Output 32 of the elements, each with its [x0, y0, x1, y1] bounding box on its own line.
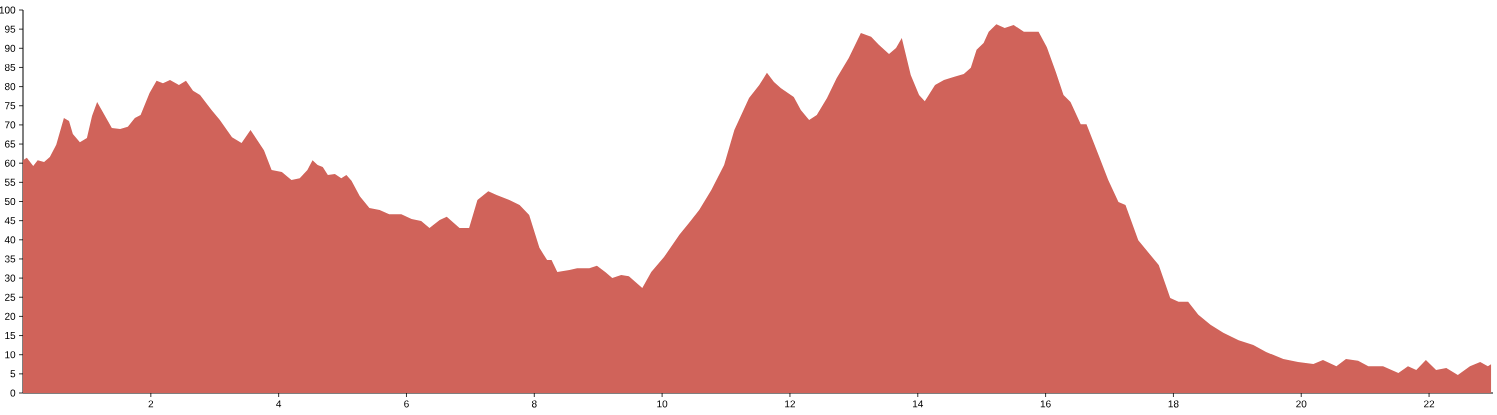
y-tick-label: 30	[4, 274, 16, 282]
y-tick-label: 35	[4, 255, 16, 263]
x-tick-label: 16	[1040, 400, 1051, 408]
x-tick-label: 6	[404, 400, 409, 408]
y-tick-label: 55	[4, 178, 16, 186]
y-tick-label: 85	[4, 63, 16, 71]
y-tick-label: 40	[4, 236, 16, 244]
y-tick-label: 75	[5, 102, 16, 110]
y-tick-label: 90	[4, 44, 16, 52]
y-tick-label: 25	[5, 293, 16, 301]
x-tick-label: 20	[1296, 400, 1307, 408]
y-tick-label: 60	[5, 159, 16, 167]
x-tick-label: 8	[531, 400, 537, 408]
y-tick-label: 65	[5, 140, 16, 148]
x-tick-label: 2	[148, 400, 154, 408]
y-tick-label: 80	[4, 83, 16, 91]
y-tick-label: 20	[5, 312, 16, 320]
y-tick-label: 10	[5, 351, 16, 359]
y-tick-label: 0	[10, 389, 16, 397]
y-tick-label: 15	[5, 332, 16, 340]
x-tick-label: 4	[276, 400, 282, 408]
x-tick-label: 10	[657, 400, 668, 408]
x-tick-label: 14	[912, 400, 924, 408]
y-tick-label: 45	[4, 217, 16, 225]
y-tick-label: 95	[4, 25, 16, 33]
y-tick-label: 100	[0, 6, 16, 14]
x-tick-label: 18	[1168, 400, 1179, 408]
x-tick-label: 12	[785, 400, 796, 408]
y-tick-label: 70	[5, 121, 16, 129]
x-tick-label: 22	[1424, 400, 1435, 408]
y-tick-label: 50	[4, 197, 16, 206]
y-tick-label: 5	[10, 370, 16, 378]
